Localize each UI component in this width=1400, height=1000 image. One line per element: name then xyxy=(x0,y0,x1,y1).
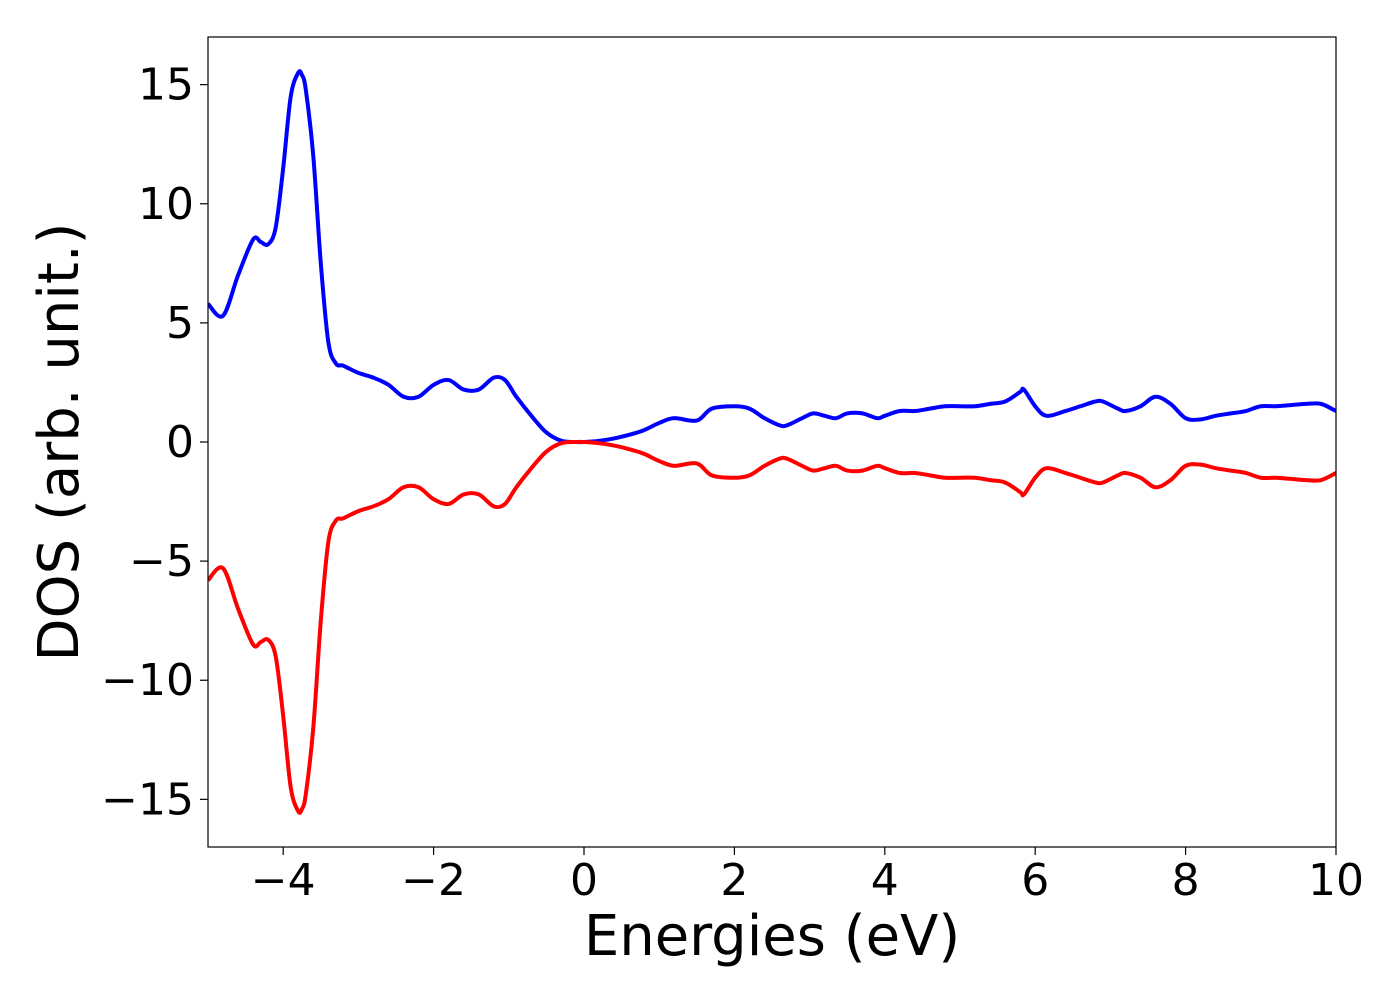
y-tick-label: 10 xyxy=(138,179,194,230)
x-tick-label: 8 xyxy=(1172,855,1200,906)
dos-series-line-down xyxy=(208,439,1336,815)
x-axis-title: Energies (eV) xyxy=(584,904,960,969)
x-axis-ticks: −4 −2 0 2 4 6 8 10 xyxy=(251,847,1364,906)
x-tick-label: 2 xyxy=(720,855,748,906)
dos-series-line-up xyxy=(208,69,1336,445)
series-layer xyxy=(208,69,1336,815)
y-tick-label: −10 xyxy=(101,655,194,706)
y-tick-label: −15 xyxy=(101,774,194,825)
y-tick-label: 15 xyxy=(138,60,194,111)
x-tick-label: −2 xyxy=(401,855,466,906)
y-tick-label: −5 xyxy=(129,536,194,587)
y-axis-title: DOS (arb. unit.) xyxy=(27,222,92,661)
x-tick-label: 10 xyxy=(1308,855,1364,906)
plot-frame xyxy=(207,36,1337,848)
y-tick-label: 5 xyxy=(166,298,194,349)
x-tick-label: 0 xyxy=(570,855,598,906)
x-tick-label: 4 xyxy=(871,855,899,906)
x-tick-label: 6 xyxy=(1021,855,1049,906)
y-tick-label: 0 xyxy=(166,417,194,468)
x-tick-label: −4 xyxy=(251,855,316,906)
y-axis-ticks: 15 10 5 0 −5 −10 −15 xyxy=(101,60,208,825)
